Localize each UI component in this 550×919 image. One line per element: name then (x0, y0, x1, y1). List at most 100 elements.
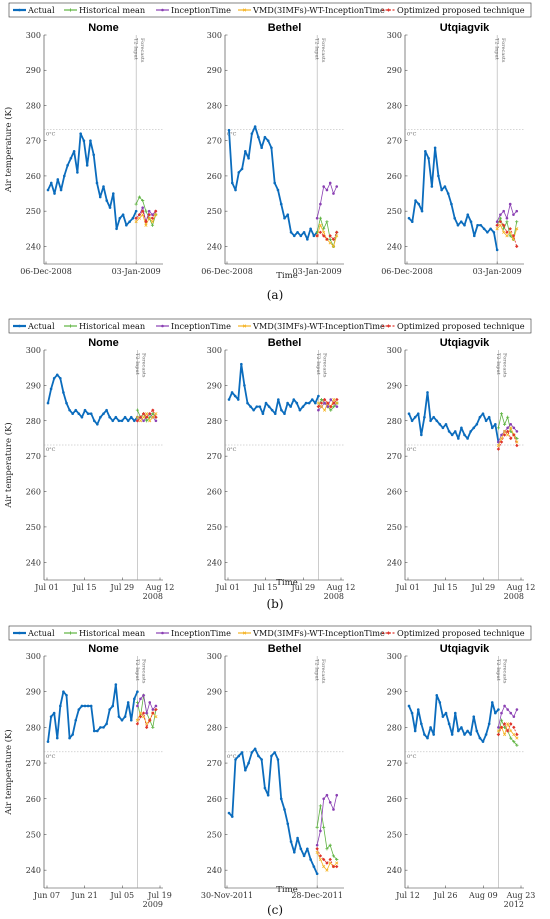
series-historical-mean-point (319, 397, 324, 402)
series-actual-point (286, 213, 290, 216)
series-actual-point (118, 216, 122, 220)
series-vmd-wt-inceptiontime-point (148, 419, 152, 423)
panel-bethel: Bethel 240 250 260 270 280 290 300 0°C T2 Input Fo… (207, 337, 356, 601)
panel-nome: Nome 240 250 260 270 280 290 300 0°C T2 Input Fore… (26, 337, 175, 601)
legend-label-4: Optimized proposed technique (397, 321, 525, 331)
series-vmd-wt-inceptiontime-point (335, 401, 339, 405)
series-actual-point (424, 149, 427, 153)
series-inceptiontime-point (322, 797, 325, 801)
series-actual-point (111, 192, 115, 195)
x-tick-label: Jun 07 (33, 891, 60, 900)
series-actual-point (433, 146, 437, 150)
series-actual-point (413, 729, 417, 733)
legend-label-2: InceptionTime (171, 5, 231, 15)
x-tick-label: 30-Nov-2011 (201, 891, 253, 900)
legend-marker-3 (242, 324, 247, 328)
series-actual-point (270, 408, 274, 412)
series-actual-point (65, 401, 68, 405)
series-optimized-point (151, 711, 155, 715)
series-actual-point (463, 733, 466, 736)
series-actual-point (125, 223, 128, 227)
panel-bethel: Bethel 240 250 260 270 280 290 300 0°C T2 Input Fo… (201, 643, 344, 900)
freezing-label: 0°C (227, 754, 237, 760)
series-actual-point (299, 234, 303, 238)
series-optimized-point (331, 864, 336, 869)
series-actual-point (490, 426, 494, 430)
series-actual-point (273, 412, 277, 415)
series-actual-point (283, 412, 286, 415)
y-axis-label: Air temperature (K) (3, 729, 14, 815)
series-inceptiontime-point (509, 711, 513, 715)
series-optimized-point (512, 433, 516, 437)
x-year-label: 2008 (324, 592, 344, 601)
series-actual-point (432, 733, 435, 736)
series-vmd-wt-inceptiontime-point (150, 220, 155, 224)
series-actual-point (77, 708, 81, 711)
series-actual-point (92, 729, 96, 733)
y-tick-label: 260 (387, 172, 402, 181)
series-inceptiontime-point (151, 708, 155, 711)
series-historical-mean-point (134, 202, 138, 206)
series-inceptiontime-point (319, 202, 322, 206)
series-historical-mean-point (331, 854, 336, 858)
series-actual-point (240, 167, 244, 171)
legend-label-2: InceptionTime (171, 321, 231, 331)
series-inceptiontime-point (508, 202, 512, 206)
series-actual-point (136, 690, 139, 693)
legend-marker-0 (18, 631, 21, 635)
series-optimized-point (509, 722, 513, 726)
x-tick-label: Jul 12 (395, 891, 420, 900)
series-actual-point (423, 733, 426, 736)
series-optimized-point (321, 234, 326, 238)
series-actual-point (257, 135, 260, 139)
legend: Actual Historical mean InceptionTime VMD(3I… (8, 318, 532, 334)
series-actual-point (261, 412, 265, 415)
panel-bethel: Bethel 240 250 260 270 280 290 300 0°C T2 Input Fo… (201, 22, 344, 276)
series-actual-point (111, 704, 115, 708)
series-vmd-wt-inceptiontime-point (506, 722, 510, 726)
series-historical-mean-point (315, 825, 319, 829)
series-actual-point (279, 797, 283, 801)
series-actual-point (102, 412, 105, 415)
series-vmd-wt-inceptiontime-point (495, 227, 499, 231)
series-actual-point (441, 426, 445, 430)
series-inceptiontime (316, 794, 338, 846)
series-inceptiontime-point (332, 192, 335, 195)
y-tick-label: 290 (26, 66, 41, 75)
series-actual-point (244, 768, 247, 772)
series-optimized-point (335, 864, 339, 869)
series-actual-point (438, 701, 442, 704)
y-tick-label: 270 (387, 137, 402, 146)
series-optimized-point (322, 397, 327, 402)
y-tick-label: 260 (207, 172, 222, 181)
panel-utqiagvik: Utqiagvik 240 250 260 270 280 290 300 0°C T2 Inpu… (387, 337, 536, 601)
figure-caption: (a) (267, 288, 284, 302)
series-inceptiontime-point (332, 808, 335, 811)
series-actual-point (243, 384, 246, 387)
split-input-label: T2 Input (495, 659, 501, 681)
series-actual-point (233, 394, 237, 398)
series-actual-point (484, 419, 488, 423)
x-tick-label: Jul 26 (433, 891, 458, 900)
series-inceptiontime-point (142, 419, 145, 423)
series-historical-mean-point (499, 412, 504, 416)
series-actual-point (277, 398, 280, 401)
series-actual-point (435, 419, 439, 423)
series-actual-point (432, 415, 435, 419)
series-inceptiontime-point (154, 704, 158, 708)
legend-marker-0 (18, 8, 21, 12)
series-actual-point (56, 178, 60, 181)
y-tick-label: 250 (387, 830, 402, 839)
series-optimized-point (496, 732, 501, 737)
series-inceptiontime-point (322, 185, 325, 188)
legend-label-3: VMD(3IMFs)-WT-InceptionTime (252, 628, 385, 638)
series-actual-point (230, 815, 234, 818)
series-optimized-point (148, 718, 152, 722)
series-actual-point (283, 808, 286, 811)
series-actual-point (74, 408, 78, 412)
legend-marker-2 (161, 631, 164, 635)
series-inceptiontime-point (500, 433, 503, 437)
series-actual-point (486, 230, 489, 234)
series-actual-point (59, 704, 62, 708)
series-actual-point (472, 234, 476, 238)
